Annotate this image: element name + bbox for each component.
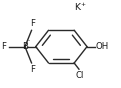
Text: Cl: Cl bbox=[75, 70, 84, 79]
Text: OH: OH bbox=[96, 42, 109, 51]
Text: +: + bbox=[80, 2, 85, 7]
Text: B: B bbox=[22, 42, 28, 51]
Text: -: - bbox=[27, 38, 30, 43]
Text: K: K bbox=[74, 3, 80, 12]
Text: F: F bbox=[30, 65, 35, 74]
Text: F: F bbox=[1, 42, 6, 51]
Text: F: F bbox=[30, 19, 35, 28]
